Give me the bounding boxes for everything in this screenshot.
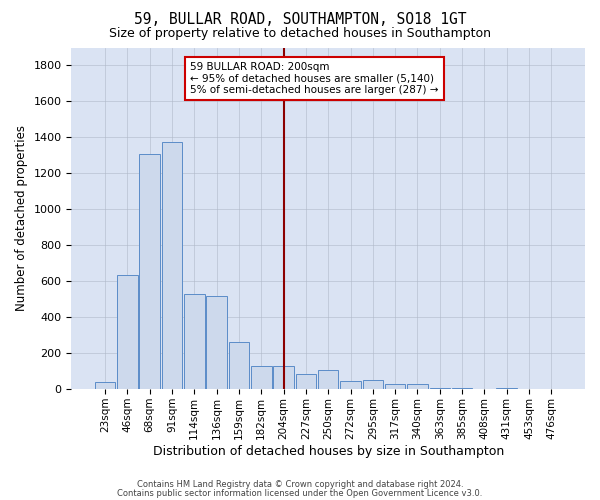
Bar: [496, 388, 517, 389]
Bar: [139, 154, 160, 389]
X-axis label: Distribution of detached houses by size in Southampton: Distribution of detached houses by size …: [152, 444, 504, 458]
Bar: [117, 275, 137, 389]
Text: Contains HM Land Registry data © Crown copyright and database right 2024.: Contains HM Land Registry data © Crown c…: [137, 480, 463, 489]
Text: 59 BULLAR ROAD: 200sqm
← 95% of detached houses are smaller (5,140)
5% of semi-d: 59 BULLAR ROAD: 200sqm ← 95% of detached…: [190, 62, 439, 95]
Y-axis label: Number of detached properties: Number of detached properties: [15, 126, 28, 312]
Bar: [251, 366, 272, 389]
Bar: [430, 388, 450, 389]
Bar: [95, 382, 115, 389]
Bar: [229, 342, 249, 389]
Bar: [273, 366, 294, 389]
Bar: [184, 294, 205, 389]
Text: Contains public sector information licensed under the Open Government Licence v3: Contains public sector information licen…: [118, 489, 482, 498]
Bar: [296, 374, 316, 389]
Bar: [340, 380, 361, 389]
Bar: [452, 388, 472, 389]
Bar: [362, 380, 383, 389]
Bar: [407, 384, 428, 389]
Text: Size of property relative to detached houses in Southampton: Size of property relative to detached ho…: [109, 28, 491, 40]
Bar: [318, 370, 338, 389]
Text: 59, BULLAR ROAD, SOUTHAMPTON, SO18 1GT: 59, BULLAR ROAD, SOUTHAMPTON, SO18 1GT: [134, 12, 466, 28]
Bar: [162, 142, 182, 389]
Bar: [385, 384, 406, 389]
Bar: [206, 296, 227, 389]
